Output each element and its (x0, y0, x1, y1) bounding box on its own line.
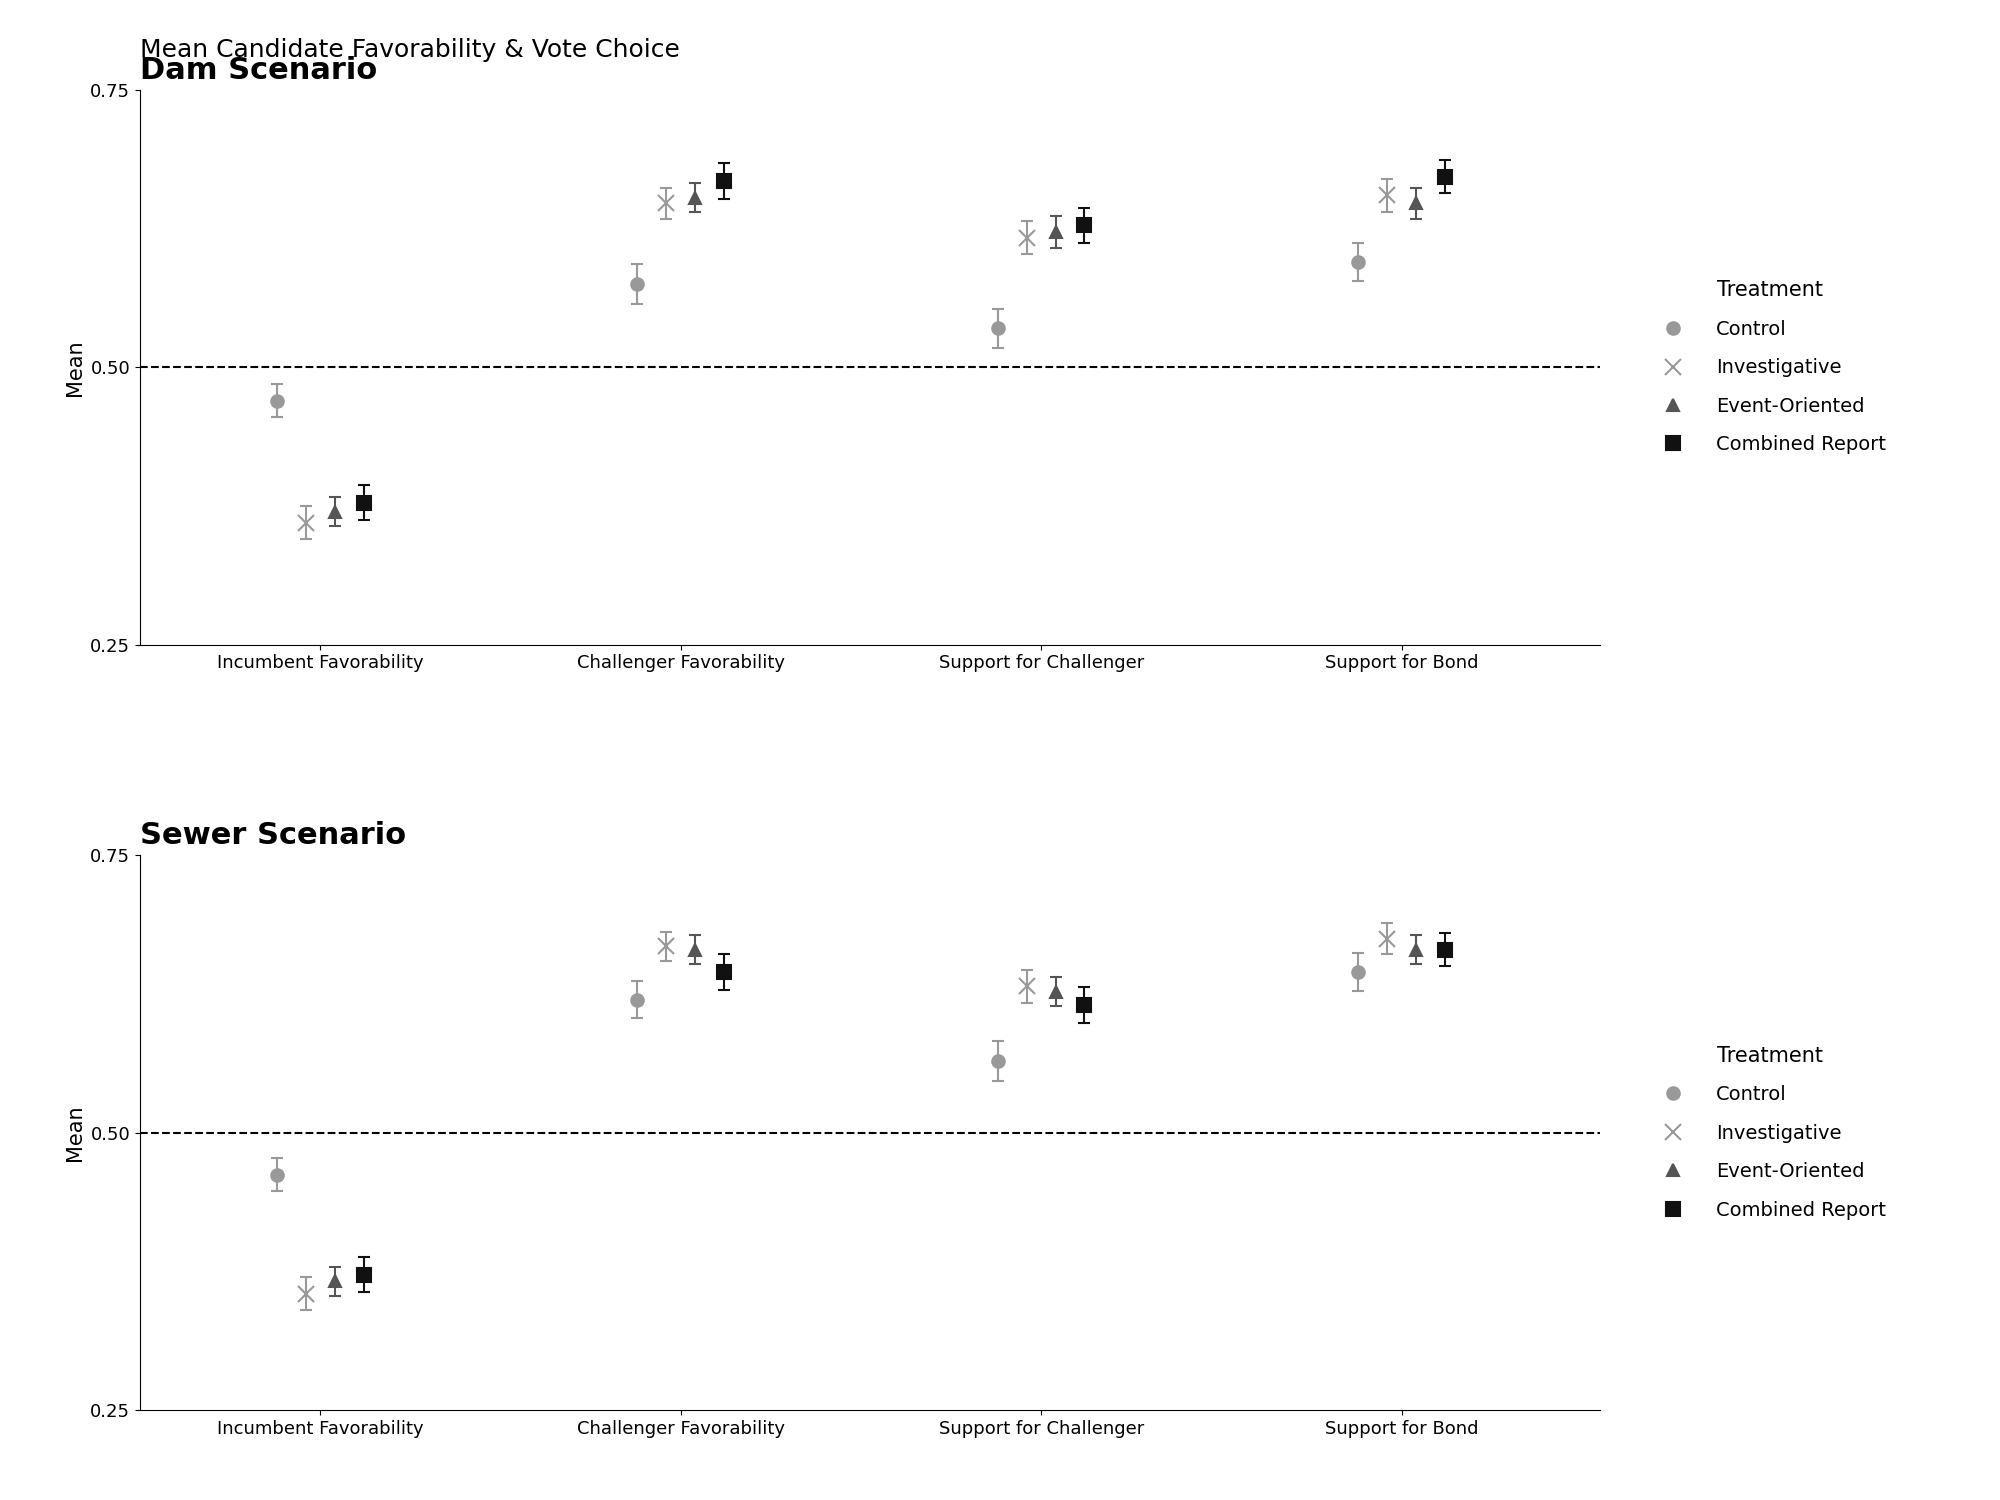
Text: Mean Candidate Favorability & Vote Choice: Mean Candidate Favorability & Vote Choic… (140, 38, 680, 62)
Y-axis label: Mean: Mean (64, 339, 84, 396)
Text: Dam Scenario: Dam Scenario (140, 56, 378, 86)
Legend: Control, Investigative, Event-Oriented, Combined Report: Control, Investigative, Event-Oriented, … (1654, 280, 1886, 454)
Legend: Control, Investigative, Event-Oriented, Combined Report: Control, Investigative, Event-Oriented, … (1654, 1046, 1886, 1220)
Text: Sewer Scenario: Sewer Scenario (140, 822, 406, 850)
Y-axis label: Mean: Mean (64, 1104, 84, 1161)
